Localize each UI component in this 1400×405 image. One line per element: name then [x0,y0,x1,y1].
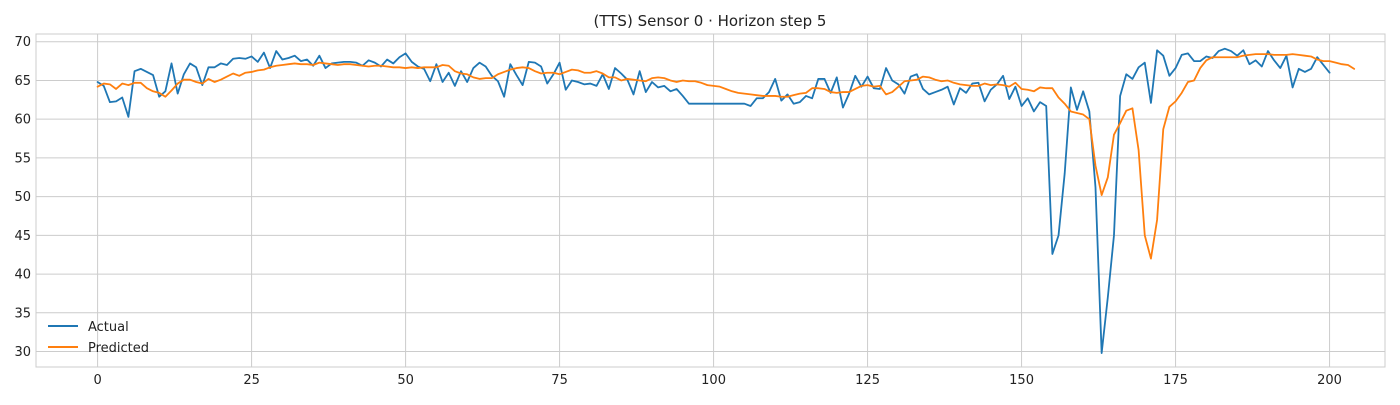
grid [36,34,1385,367]
x-tick-label: 100 [701,373,726,388]
y-tick-label: 60 [14,113,31,128]
y-tick-label: 70 [14,35,31,50]
y-tick-label: 30 [14,345,31,360]
series-line-actual [96,47,1331,354]
x-tick-label: 50 [397,373,414,388]
y-tick-label: 55 [14,151,31,166]
x-tick-label: 125 [855,373,880,388]
legend-label-actual: Actual [88,320,129,335]
x-tick-label: 150 [1009,373,1034,388]
x-tick-label: 175 [1163,373,1188,388]
y-tick-label: 35 [14,306,31,321]
series-layer [96,47,1356,354]
legend-label-predicted: Predicted [88,341,149,356]
x-tick-label: 200 [1317,373,1342,388]
y-tick-label: 40 [14,268,31,283]
y-tick-label: 45 [14,229,31,244]
y-tick-label: 50 [14,190,31,205]
x-tick-label: 25 [243,373,260,388]
chart-title: (TTS) Sensor 0 · Horizon step 5 [594,12,827,30]
y-tick-label: 65 [14,74,31,89]
plot-frame [35,33,1386,368]
legend: Actual Predicted [48,320,149,356]
tick-labels: 0 25 50 75 100 125 150 175 200 30 35 40 45 50 55 60 65 70 [14,35,1342,388]
series-line-predicted [96,53,1356,260]
x-tick-label: 0 [93,373,101,388]
x-tick-label: 75 [551,373,568,388]
